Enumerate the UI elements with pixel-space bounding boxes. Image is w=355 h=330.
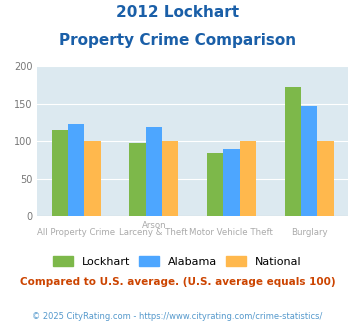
Bar	[68, 124, 84, 216]
Bar	[129, 143, 146, 216]
Bar	[317, 141, 334, 216]
Bar	[207, 153, 223, 216]
Bar	[285, 87, 301, 216]
Bar	[162, 141, 178, 216]
Bar	[240, 141, 256, 216]
Text: © 2025 CityRating.com - https://www.cityrating.com/crime-statistics/: © 2025 CityRating.com - https://www.city…	[32, 312, 323, 321]
Text: Property Crime Comparison: Property Crime Comparison	[59, 33, 296, 48]
Legend: Lockhart, Alabama, National: Lockhart, Alabama, National	[49, 251, 306, 271]
Bar	[51, 130, 68, 216]
Text: Motor Vehicle Theft: Motor Vehicle Theft	[190, 228, 273, 237]
Text: 2012 Lockhart: 2012 Lockhart	[116, 5, 239, 20]
Bar	[223, 149, 240, 216]
Text: Arson: Arson	[141, 221, 166, 230]
Text: Burglary: Burglary	[291, 228, 327, 237]
Text: Larceny & Theft: Larceny & Theft	[119, 228, 188, 237]
Text: All Property Crime: All Property Crime	[37, 228, 115, 237]
Bar	[146, 127, 162, 216]
Text: Compared to U.S. average. (U.S. average equals 100): Compared to U.S. average. (U.S. average …	[20, 277, 335, 287]
Bar	[301, 106, 317, 216]
Bar	[84, 141, 100, 216]
